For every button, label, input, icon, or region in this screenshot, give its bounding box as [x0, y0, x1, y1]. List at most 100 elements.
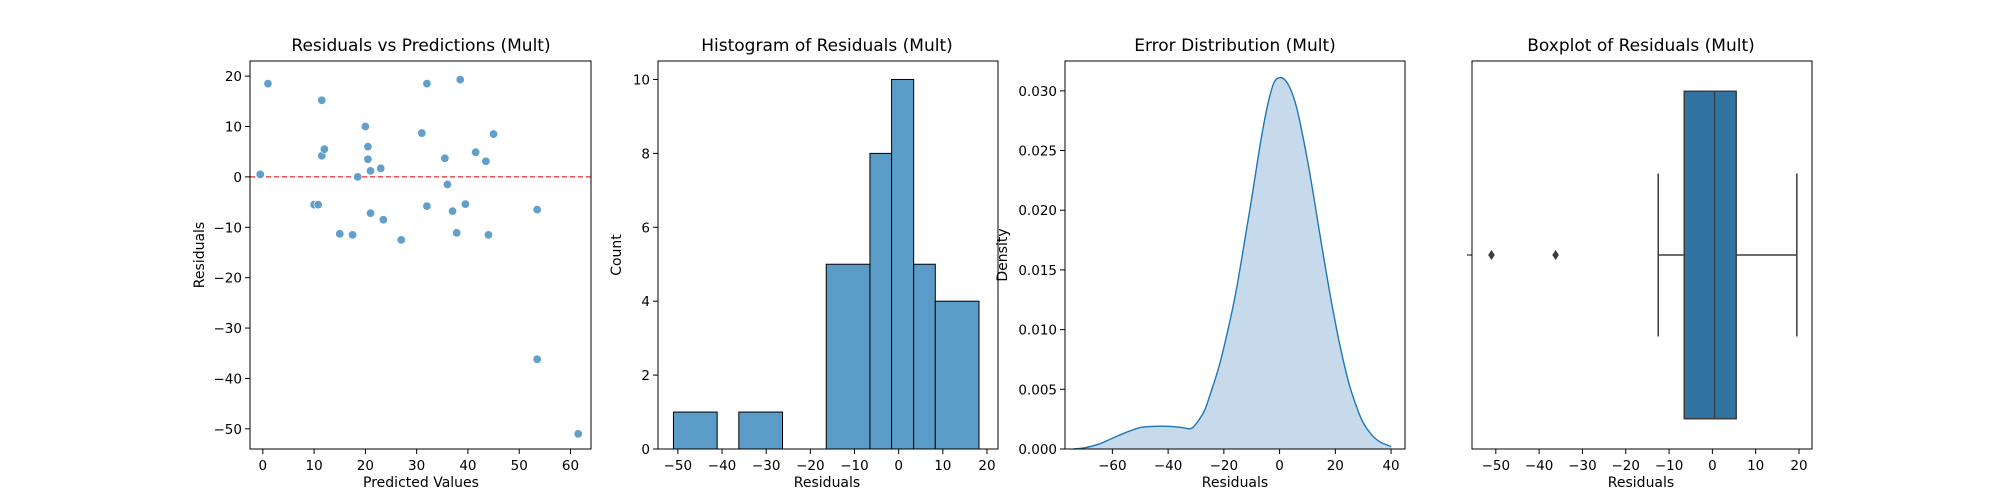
scatter-point [360, 122, 370, 132]
y-tick-label: −50 [214, 422, 243, 438]
scatter-point [313, 200, 323, 210]
y-tick-label: 4 [641, 294, 650, 310]
boxplot-panel: Boxplot of Residuals (Mult) Residuals −5… [1467, 36, 1813, 491]
chart-title: Residuals vs Predictions (Mult) [291, 36, 550, 56]
scatter-point [422, 201, 432, 211]
y-tick-label: 10 [633, 72, 650, 88]
interquartile-box [1683, 90, 1737, 420]
x-tick-label: 20 [1327, 458, 1344, 474]
density-fill [1073, 77, 1392, 450]
plot-area: −50 −40 −30 −20 −10 0 10 20 0 2 4 6 8 10 [633, 72, 996, 474]
outlier-marker [1488, 250, 1495, 260]
histogram-bar [913, 263, 936, 450]
axes-frame [1471, 60, 1813, 450]
scatter-point [532, 354, 542, 364]
scatter-point [376, 163, 386, 173]
x-tick-label: 50 [511, 458, 528, 474]
x-axis-label: Predicted Values [363, 475, 479, 491]
y-tick-label: 6 [641, 220, 650, 236]
x-tick-label: 40 [459, 458, 476, 474]
error-distribution-panel: Error Distribution (Mult) Residuals Dens… [995, 36, 1406, 491]
scatter-point [319, 144, 329, 154]
x-tick-label: −60 [1098, 458, 1127, 474]
x-axis-label: Residuals [1202, 475, 1268, 491]
scatter-point [573, 429, 583, 439]
scatter-point [442, 179, 452, 189]
y-tick-label: 0.000 [1018, 442, 1057, 458]
y-tick-label: 0 [233, 170, 242, 186]
y-tick-label: −30 [214, 321, 243, 337]
x-tick-label: 30 [408, 458, 425, 474]
scatter-point [396, 235, 406, 245]
x-tick-label: −50 [1482, 458, 1511, 474]
chart-title: Histogram of Residuals (Mult) [701, 36, 953, 56]
histogram-bar [738, 411, 784, 450]
scatter-point [417, 128, 427, 138]
scatter-point [471, 147, 481, 157]
x-tick-label: −40 [708, 458, 737, 474]
x-tick-label: −40 [1525, 458, 1554, 474]
scatter-point [489, 129, 499, 139]
x-tick-label: 0 [259, 458, 268, 474]
plot-area: 0 10 20 30 40 50 60 20 10 0 −10 −20 −30 −40 −50 [214, 69, 591, 474]
scatter-point [422, 79, 432, 89]
y-tick-label: −40 [214, 371, 243, 387]
scatter-point [263, 79, 273, 89]
y-axis-label: Residuals [192, 222, 208, 288]
scatter-point [366, 208, 376, 218]
histogram-bar [825, 263, 871, 450]
scatter-point [348, 230, 358, 240]
histogram-bar [869, 152, 893, 450]
x-tick-label: 0 [1708, 458, 1717, 474]
scatter-point [532, 205, 542, 215]
y-tick-label: 0.010 [1018, 323, 1057, 339]
histogram-bar [934, 300, 980, 450]
x-tick-label: 10 [1747, 458, 1764, 474]
scatter-point [440, 153, 450, 163]
scatter-point [353, 172, 363, 182]
x-tick-label: −30 [752, 458, 781, 474]
y-tick-label: 20 [225, 69, 242, 85]
x-tick-label: 60 [562, 458, 579, 474]
density-line [1073, 76, 1392, 450]
scatter-point [363, 154, 373, 164]
y-tick-label: 0 [641, 442, 650, 458]
scatter-point [366, 166, 376, 176]
y-tick-label: 0.030 [1018, 84, 1057, 100]
y-axis-label: Density [995, 228, 1011, 281]
x-tick-label: −50 [664, 458, 693, 474]
x-tick-label: 20 [978, 458, 995, 474]
y-tick-label: 10 [225, 120, 242, 136]
scatter-point [255, 169, 265, 179]
x-axis-label: Residuals [794, 475, 860, 491]
scatter-point [452, 228, 462, 238]
x-tick-label: −30 [1568, 458, 1597, 474]
y-tick-label: −20 [214, 271, 243, 287]
scatter-point [455, 75, 465, 85]
chart-title: Boxplot of Residuals (Mult) [1527, 36, 1755, 56]
scatter-point [363, 142, 373, 152]
histogram-panel: Histogram of Residuals (Mult) Residuals … [609, 36, 999, 491]
x-tick-label: −20 [796, 458, 825, 474]
x-tick-label: −40 [1154, 458, 1183, 474]
scatter-point [481, 156, 491, 166]
axes-frame [1064, 60, 1406, 450]
x-tick-label: −10 [840, 458, 869, 474]
y-tick-label: 0.025 [1018, 144, 1057, 160]
y-tick-label: 8 [641, 146, 650, 162]
scatter-point [378, 215, 388, 225]
x-tick-label: −20 [1210, 458, 1239, 474]
x-tick-label: 40 [1382, 458, 1399, 474]
scatter-point [460, 199, 470, 209]
scatter-point [317, 95, 327, 105]
scatter-point [483, 230, 493, 240]
x-tick-label: −10 [1655, 458, 1684, 474]
x-tick-label: 10 [306, 458, 323, 474]
chart-title: Error Distribution (Mult) [1134, 36, 1336, 56]
x-tick-label: 0 [894, 458, 903, 474]
x-tick-label: 10 [934, 458, 951, 474]
y-tick-label: 0.020 [1018, 203, 1057, 219]
x-axis-label: Residuals [1608, 475, 1674, 491]
x-tick-label: 20 [357, 458, 374, 474]
